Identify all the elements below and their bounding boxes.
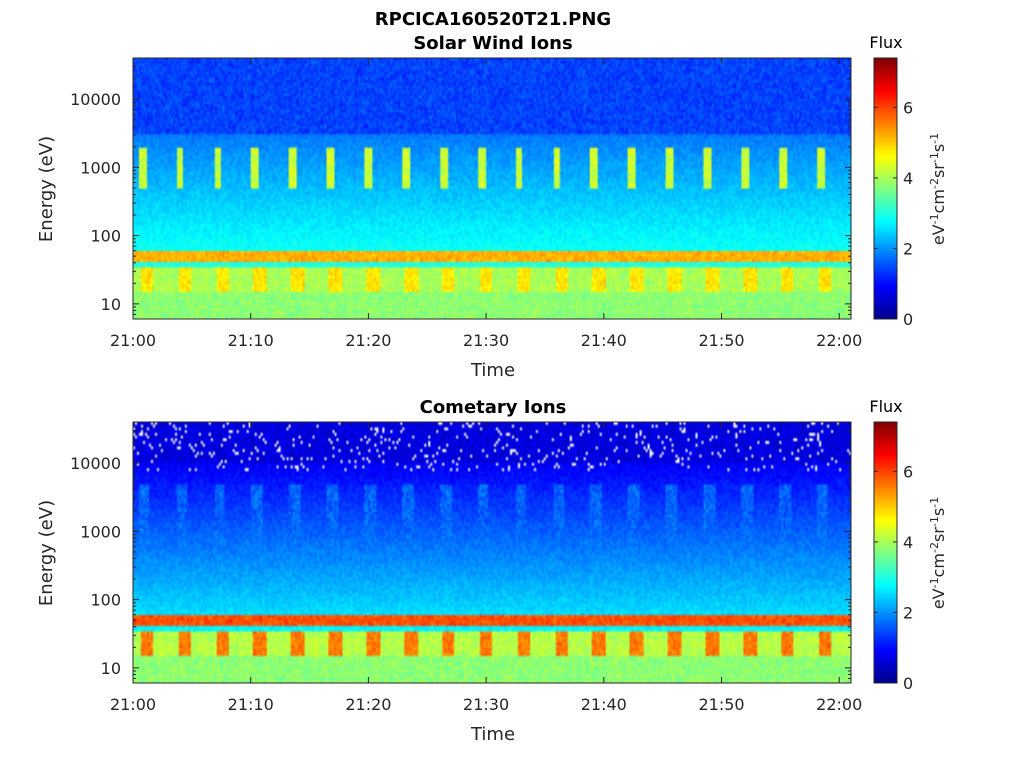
panel-title: Cometary Ions bbox=[420, 397, 567, 418]
y-tick-label: 10 bbox=[101, 295, 121, 314]
x-tick-label: 21:50 bbox=[698, 331, 744, 350]
axes: 21:00 21:10 21:20 21:30 21:40 21:50 22:00 10 100… bbox=[70, 421, 862, 714]
colorbar-tick-label: 2 bbox=[903, 603, 913, 622]
colorbar-tick-label: 6 bbox=[903, 462, 913, 481]
axes: 21:00 21:10 21:20 21:30 21:40 21:50 22:00 10 100… bbox=[70, 57, 862, 350]
x-tick-label: 21:30 bbox=[463, 331, 509, 350]
y-tick-label: 10000 bbox=[70, 454, 121, 473]
x-tick-label: 21:30 bbox=[463, 695, 509, 714]
colorbar bbox=[874, 58, 897, 319]
colorbar-tick-label: 0 bbox=[903, 674, 913, 693]
y-tick-label: 1000 bbox=[80, 522, 121, 541]
x-tick-label: 21:10 bbox=[228, 695, 274, 714]
x-tick-label: 21:20 bbox=[345, 695, 391, 714]
y-axis-label: Energy (eV) bbox=[36, 500, 57, 606]
colorbar-label: eV-1cm-2sr-1s-1 bbox=[928, 133, 948, 245]
colorbar-tick-label: 6 bbox=[903, 98, 913, 117]
colorbar-axis: 0 2 4 6 bbox=[874, 98, 913, 329]
x-tick-label: 21:20 bbox=[345, 331, 391, 350]
y-tick-label: 10 bbox=[101, 659, 121, 678]
y-axis-label: Energy (eV) bbox=[36, 136, 57, 242]
colorbar-tick-label: 4 bbox=[903, 169, 913, 188]
x-tick-label: 21:00 bbox=[110, 331, 156, 350]
x-tick-label: 21:00 bbox=[110, 695, 156, 714]
y-tick-label: 100 bbox=[90, 591, 121, 610]
spectrogram-image bbox=[133, 58, 851, 319]
y-tick-label: 1000 bbox=[80, 158, 121, 177]
panel-solar-wind: Solar Wind Ions 21:00 21:10 21:20 21:30 21:4… bbox=[36, 33, 948, 381]
x-axis-label: Time bbox=[470, 360, 515, 381]
plot-frame bbox=[132, 421, 852, 684]
x-tick-label: 21:10 bbox=[228, 331, 274, 350]
colorbar-title: Flux bbox=[869, 397, 902, 416]
colorbar-tick-label: 0 bbox=[903, 310, 913, 329]
x-axis-label: Time bbox=[470, 724, 515, 745]
spectrogram-image bbox=[133, 422, 851, 683]
colorbar-title: Flux bbox=[869, 33, 902, 52]
x-tick-label: 22:00 bbox=[816, 695, 862, 714]
y-tick-label: 10000 bbox=[70, 90, 121, 109]
colorbar-axis: 0 2 4 6 bbox=[874, 462, 913, 693]
x-tick-label: 21:50 bbox=[698, 695, 744, 714]
y-tick-label: 100 bbox=[90, 227, 121, 246]
x-tick-label: 21:40 bbox=[581, 695, 627, 714]
figure-title: RPCICA160520T21.PNG bbox=[375, 9, 611, 30]
panel-title: Solar Wind Ions bbox=[413, 33, 572, 54]
panel-cometary: Cometary Ions 21:00 21:10 21:20 21:30 21:40 2… bbox=[36, 397, 948, 745]
x-tick-label: 21:40 bbox=[581, 331, 627, 350]
plot-frame bbox=[132, 57, 852, 320]
colorbar bbox=[874, 422, 897, 683]
x-tick-label: 22:00 bbox=[816, 331, 862, 350]
colorbar-frame bbox=[873, 421, 898, 684]
colorbar-tick-label: 4 bbox=[903, 533, 913, 552]
colorbar-frame bbox=[873, 57, 898, 320]
colorbar-tick-label: 2 bbox=[903, 239, 913, 258]
colorbar-label: eV-1cm-2sr-1s-1 bbox=[928, 497, 948, 609]
